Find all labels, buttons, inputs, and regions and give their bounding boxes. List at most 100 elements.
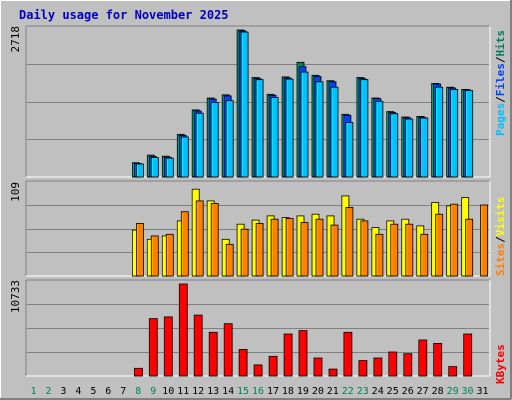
bar-kbytes-day-11 bbox=[178, 283, 188, 377]
bar-kbytes-day-22 bbox=[343, 331, 353, 377]
y-max-label-kbytes: 10733 bbox=[9, 280, 22, 313]
legend-item: Sites bbox=[494, 243, 507, 276]
legend-item: Pages bbox=[494, 103, 507, 136]
x-tick-day-18: 18 bbox=[282, 386, 294, 397]
bar-sites-day-11 bbox=[180, 211, 189, 277]
bar-pages-day-13 bbox=[210, 102, 219, 178]
x-tick-day-20: 20 bbox=[312, 386, 324, 397]
bar-sites-day-17 bbox=[270, 218, 279, 277]
x-tick-day-6: 6 bbox=[105, 386, 111, 397]
x-tick-day-23: 23 bbox=[357, 386, 369, 397]
graph-title: Daily usage for November 2025 bbox=[19, 8, 229, 22]
bar-sites-day-19 bbox=[300, 222, 309, 277]
bar-pages-day-18 bbox=[285, 78, 294, 178]
x-tick-day-25: 25 bbox=[387, 386, 399, 397]
bar-sites-day-29 bbox=[450, 203, 459, 277]
bar-pages-day-17 bbox=[270, 97, 279, 178]
x-tick-day-1: 1 bbox=[30, 386, 36, 397]
bar-sites-day-23 bbox=[360, 220, 369, 277]
bar-kbytes-day-27 bbox=[418, 339, 428, 377]
bar-kbytes-day-23 bbox=[358, 360, 368, 377]
bar-pages-day-20 bbox=[315, 81, 324, 178]
legend-item: KBytes bbox=[494, 344, 507, 384]
bar-sites-day-20 bbox=[315, 218, 324, 277]
bar-pages-day-24 bbox=[375, 100, 384, 178]
bar-kbytes-day-19 bbox=[298, 330, 308, 377]
x-tick-day-17: 17 bbox=[267, 386, 279, 397]
bar-pages-day-28 bbox=[435, 86, 444, 178]
legend-item: / bbox=[494, 236, 507, 243]
legend-item: Hits bbox=[494, 30, 507, 57]
bar-sites-day-8 bbox=[135, 222, 144, 277]
legend-item: Visits bbox=[494, 197, 507, 237]
bar-kbytes-day-20 bbox=[313, 357, 323, 377]
legend-pages-files-hits: Pages/Files/Hits bbox=[494, 30, 507, 136]
panel-visits-sites bbox=[25, 180, 491, 277]
bar-sites-day-28 bbox=[435, 213, 444, 277]
bar-kbytes-day-8 bbox=[133, 367, 143, 377]
bar-pages-day-10 bbox=[165, 157, 174, 178]
bar-sites-day-21 bbox=[330, 224, 339, 277]
bar-kbytes-day-17 bbox=[268, 355, 278, 377]
y-max-label-visits: 109 bbox=[9, 182, 22, 202]
bar-kbytes-day-13 bbox=[208, 331, 218, 377]
bar-pages-day-19 bbox=[300, 71, 309, 178]
bar-kbytes-day-15 bbox=[238, 348, 248, 377]
bar-sites-day-9 bbox=[150, 235, 159, 277]
x-tick-day-22: 22 bbox=[342, 386, 354, 397]
bar-sites-day-31 bbox=[480, 204, 489, 277]
bar-kbytes-day-29 bbox=[448, 366, 458, 377]
bar-kbytes-day-18 bbox=[283, 333, 293, 377]
x-tick-day-3: 3 bbox=[60, 386, 66, 397]
bar-sites-day-24 bbox=[375, 233, 384, 277]
y-max-label-hits: 2718 bbox=[9, 26, 22, 53]
bar-kbytes-day-16 bbox=[253, 364, 263, 377]
bar-sites-day-12 bbox=[195, 200, 204, 277]
bar-kbytes-day-24 bbox=[373, 357, 383, 377]
bar-kbytes-day-30 bbox=[463, 333, 473, 377]
bar-pages-day-23 bbox=[360, 79, 369, 178]
x-tick-day-29: 29 bbox=[447, 386, 459, 397]
x-tick-day-7: 7 bbox=[120, 386, 126, 397]
x-tick-day-4: 4 bbox=[75, 386, 81, 397]
bar-pages-day-30 bbox=[465, 90, 474, 178]
bar-sites-day-27 bbox=[420, 233, 429, 277]
bar-sites-day-30 bbox=[465, 218, 474, 277]
bar-pages-day-25 bbox=[390, 113, 399, 178]
bar-pages-day-22 bbox=[345, 122, 354, 178]
bar-kbytes-day-28 bbox=[433, 342, 443, 377]
bar-sites-day-14 bbox=[225, 243, 234, 277]
bar-kbytes-day-26 bbox=[403, 353, 413, 377]
x-tick-day-28: 28 bbox=[432, 386, 444, 397]
bar-pages-day-27 bbox=[420, 117, 429, 178]
bar-kbytes-day-12 bbox=[193, 314, 203, 377]
x-tick-day-19: 19 bbox=[297, 386, 309, 397]
x-tick-day-9: 9 bbox=[150, 386, 156, 397]
bar-pages-day-21 bbox=[330, 86, 339, 178]
bar-kbytes-day-14 bbox=[223, 323, 233, 377]
x-tick-day-27: 27 bbox=[417, 386, 429, 397]
bar-sites-day-15 bbox=[240, 228, 249, 277]
bar-pages-day-11 bbox=[180, 136, 189, 178]
bar-pages-day-14 bbox=[225, 100, 234, 178]
x-tick-day-5: 5 bbox=[90, 386, 96, 397]
x-tick-day-24: 24 bbox=[372, 386, 384, 397]
legend-sites-visits: Sites/Visits bbox=[494, 197, 507, 277]
x-tick-day-8: 8 bbox=[135, 386, 141, 397]
legend-item: / bbox=[494, 96, 507, 103]
bar-pages-day-29 bbox=[450, 89, 459, 178]
bar-pages-day-15 bbox=[240, 31, 249, 178]
bar-sites-day-25 bbox=[390, 223, 399, 277]
x-tick-day-26: 26 bbox=[402, 386, 414, 397]
legend-kbytes: KBytes bbox=[494, 344, 507, 384]
x-tick-day-31: 31 bbox=[476, 386, 488, 397]
x-tick-day-13: 13 bbox=[207, 386, 219, 397]
x-tick-day-11: 11 bbox=[177, 386, 189, 397]
x-tick-day-14: 14 bbox=[222, 386, 234, 397]
bar-sites-day-22 bbox=[345, 207, 354, 277]
bar-kbytes-day-9 bbox=[148, 318, 158, 377]
x-tick-day-16: 16 bbox=[252, 386, 264, 397]
panel-pages-files-hits bbox=[25, 25, 491, 178]
x-axis-day-labels: 1 2 3 4 5 6 7 8 9 10 11 12 13 14 15 16 17 18 19 20 21 22 23 24 2… bbox=[30, 386, 488, 397]
